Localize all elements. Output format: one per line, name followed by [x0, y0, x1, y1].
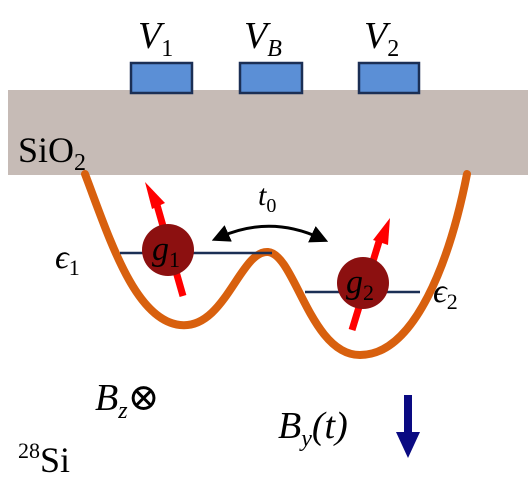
tunnel-arrow [220, 226, 320, 238]
spin-arrowhead [145, 182, 165, 209]
level-label: ϵ1 [55, 239, 80, 280]
gate-label: V1 [138, 15, 173, 62]
field-bz-label: Bz⊗ [95, 377, 159, 424]
substrate-label: 28Si [18, 438, 70, 480]
gate-label: VB [244, 15, 282, 62]
field-by-label: By(t) [278, 405, 348, 452]
tunnel-label: t0 [258, 179, 276, 217]
gate [131, 63, 192, 93]
field-arrowhead [396, 432, 420, 458]
gate [240, 63, 302, 93]
gate-label: V2 [364, 15, 399, 62]
gate [359, 63, 419, 93]
level-label: ϵ2 [433, 273, 458, 314]
diagram: SiO2 V1 VB V2 ϵ1 ϵ2 t0 g1 g2 Bz⊗ By(t) 2… [0, 0, 528, 485]
